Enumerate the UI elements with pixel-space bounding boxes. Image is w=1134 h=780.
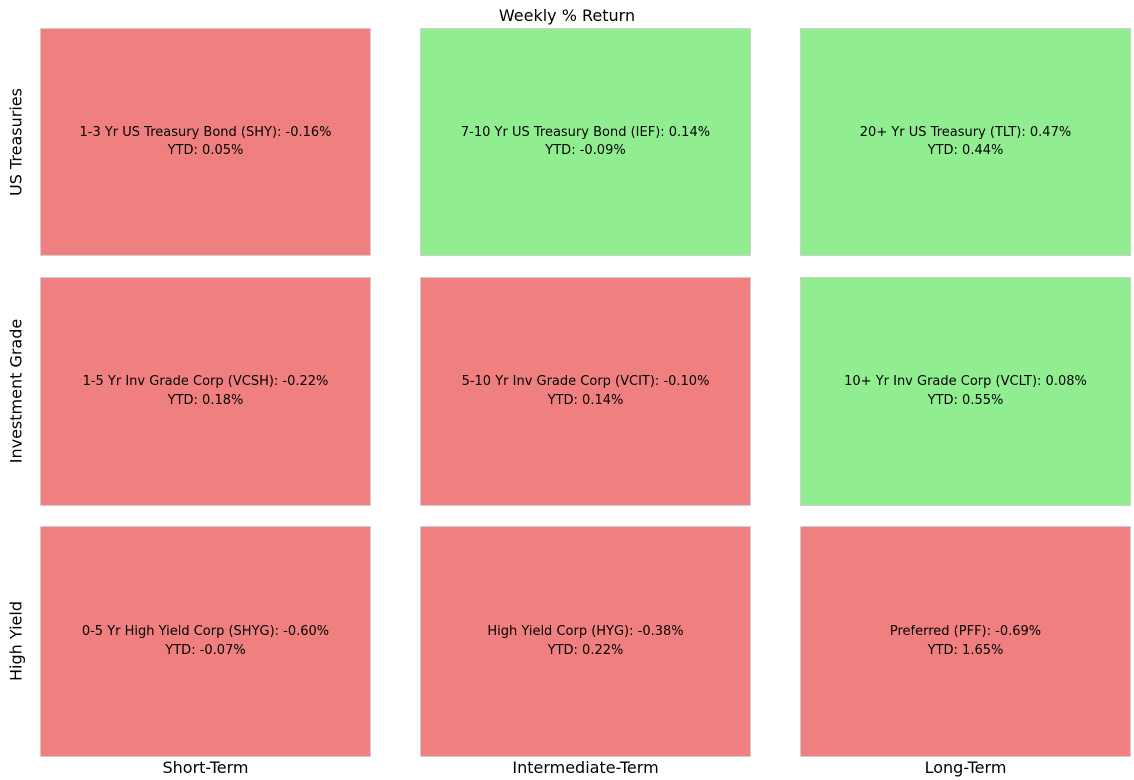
- y-axis-label-investment-grade: Investment Grade: [6, 318, 26, 464]
- x-axis-label-long-term: Long-Term: [924, 758, 1007, 777]
- cell-ytd-label: YTD: -0.07%: [165, 642, 246, 658]
- cell-asset-return-label: 1-5 Yr Inv Grade Corp (VCSH): -0.22%: [82, 374, 329, 389]
- heatmap-cell-vclt: 10+ Yr Inv Grade Corp (VCLT): 0.08% YTD:…: [800, 277, 1131, 506]
- heatmap-cell-shy: 1-3 Yr US Treasury Bond (SHY): -0.16% YT…: [40, 28, 371, 256]
- heatmap-cell-vcsh: 1-5 Yr Inv Grade Corp (VCSH): -0.22% YTD…: [40, 277, 371, 506]
- cell-ytd-label: YTD: 0.05%: [167, 143, 244, 158]
- cell-asset-return-label: 7-10 Yr US Treasury Bond (IEF): 0.14%: [460, 124, 711, 140]
- cell-asset-return-label: Preferred (PFF): -0.69%: [889, 624, 1042, 639]
- cell-asset-return-label: 10+ Yr Inv Grade Corp (VCLT): 0.08%: [844, 374, 1087, 389]
- cell-ytd-label: YTD: 0.22%: [547, 642, 624, 658]
- heatmap-cell-shyg: 0-5 Yr High Yield Corp (SHYG): -0.60% YT…: [40, 526, 371, 757]
- y-axis-label-us-treasuries: US Treasuries: [6, 88, 26, 196]
- cell-ytd-label: YTD: 1.65%: [927, 642, 1004, 658]
- heatmap-cell-tlt: 20+ Yr US Treasury (TLT): 0.47% YTD: 0.4…: [800, 28, 1131, 256]
- cell-ytd-label: YTD: 0.14%: [547, 392, 624, 408]
- heatmap-cell-pff: Preferred (PFF): -0.69% YTD: 1.65%: [800, 526, 1131, 757]
- cell-asset-return-label: 20+ Yr US Treasury (TLT): 0.47%: [859, 124, 1072, 140]
- y-axis-label-high-yield: High Yield: [6, 601, 26, 681]
- heatmap-cell-ief: 7-10 Yr US Treasury Bond (IEF): 0.14% YT…: [420, 28, 751, 256]
- cell-ytd-label: YTD: 0.44%: [927, 143, 1004, 158]
- cell-asset-return-label: High Yield Corp (HYG): -0.38%: [487, 624, 684, 639]
- heatmap-cell-vcit: 5-10 Yr Inv Grade Corp (VCIT): -0.10% YT…: [420, 277, 751, 506]
- cell-asset-return-label: 5-10 Yr Inv Grade Corp (VCIT): -0.10%: [461, 374, 710, 389]
- cell-asset-return-label: 0-5 Yr High Yield Corp (SHYG): -0.60%: [81, 624, 330, 639]
- cell-ytd-label: YTD: -0.09%: [545, 143, 626, 158]
- cell-asset-return-label: 1-3 Yr US Treasury Bond (SHY): -0.16%: [79, 124, 332, 140]
- x-axis-label-short-term: Short-Term: [162, 758, 249, 777]
- chart-title: Weekly % Return: [498, 6, 636, 25]
- heatmap-cell-hyg: High Yield Corp (HYG): -0.38% YTD: 0.22%: [420, 526, 751, 757]
- x-axis-label-intermediate-term: Intermediate-Term: [512, 758, 659, 777]
- cell-ytd-label: YTD: 0.55%: [927, 392, 1004, 408]
- cell-ytd-label: YTD: 0.18%: [167, 392, 244, 408]
